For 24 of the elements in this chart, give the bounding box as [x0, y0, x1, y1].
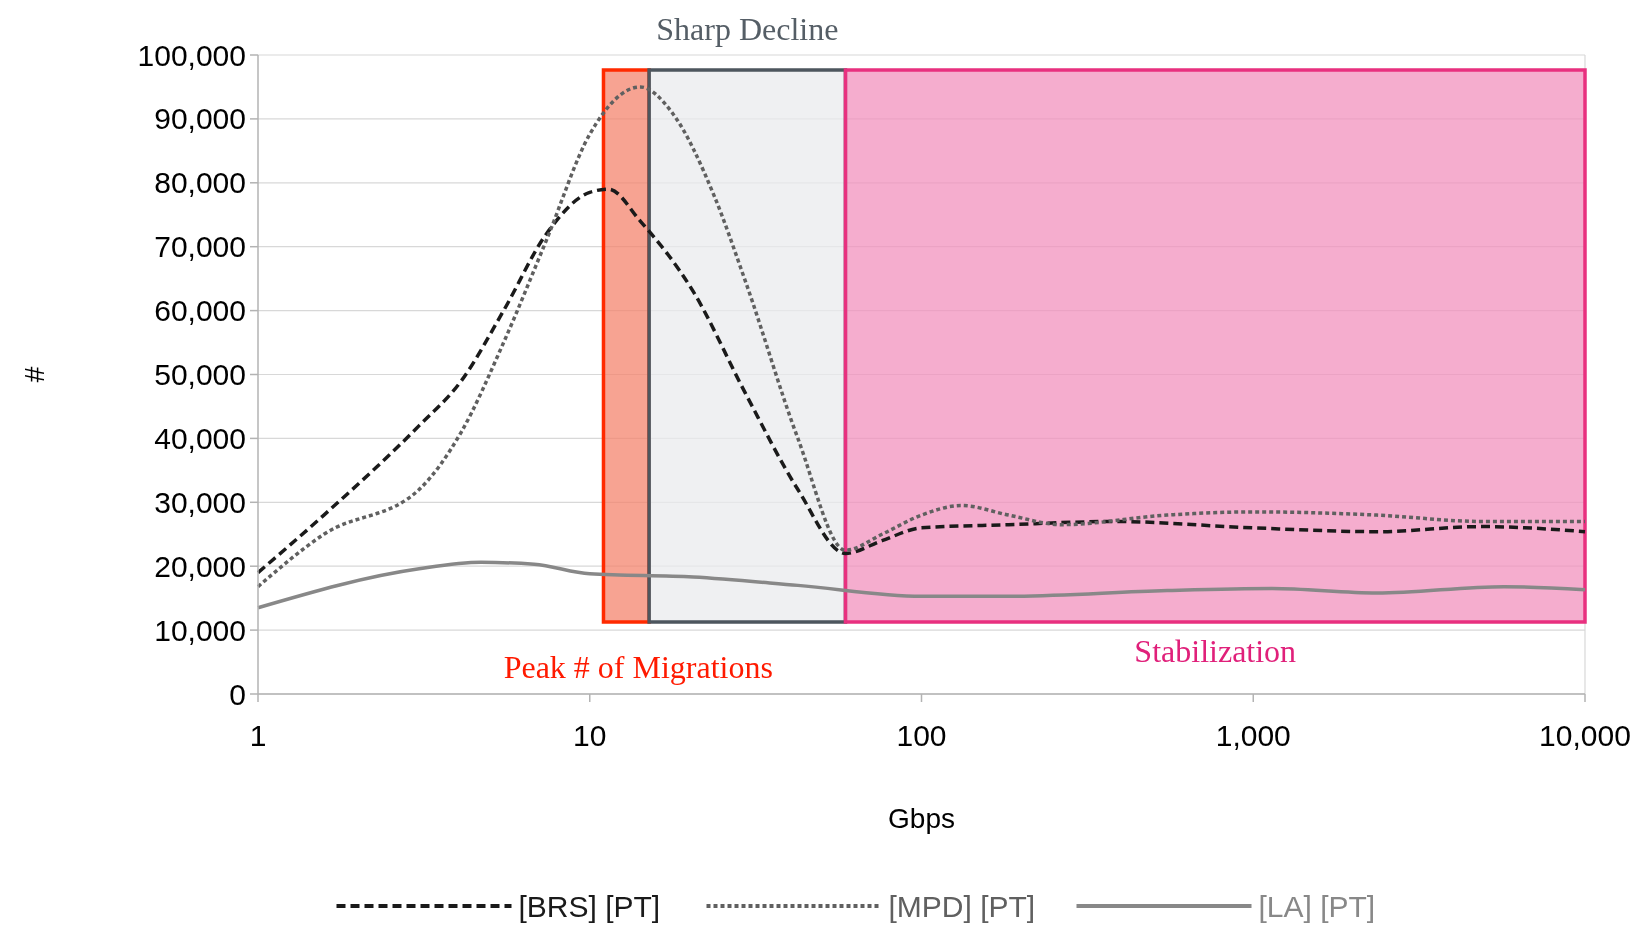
x-tick-label: 100 [896, 719, 947, 752]
y-tick-label: 50,000 [154, 358, 246, 391]
x-tick-label: 10 [573, 719, 607, 752]
band-label: Stabilization [1134, 633, 1297, 669]
y-tick-label: 60,000 [154, 294, 246, 328]
text: [LA] [PT] [1258, 889, 1376, 923]
x-axis-title: Gbps [888, 803, 955, 834]
x-tick-label: 1,000 [1215, 719, 1291, 752]
y-tick-label: 10,000 [154, 613, 246, 647]
y-tick-label: 20,000 [154, 549, 246, 583]
y-tick-label: 30,000 [154, 485, 246, 519]
y-tick-label: 80,000 [154, 166, 246, 200]
x-tick-label: 10,000 [1539, 719, 1631, 752]
band-label: Sharp Decline [656, 11, 839, 47]
text: [MPD] [PT] [888, 889, 1036, 923]
x-tick-label: 1 [249, 719, 267, 752]
y-tick-label: 100,000 [137, 38, 246, 72]
y-tick-label: 70,000 [154, 230, 246, 264]
band-label: Peak # of Migrations [503, 649, 773, 685]
y-tick-label: 40,000 [154, 421, 246, 455]
y-tick-label: 0 [229, 677, 246, 711]
y-axis-title: # [19, 366, 50, 383]
text: [BRS] [PT] [518, 889, 661, 923]
y-tick-label: 90,000 [154, 102, 246, 136]
